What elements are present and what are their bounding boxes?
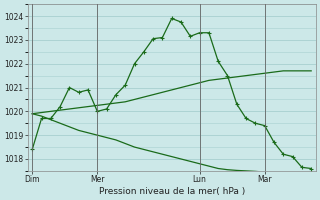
X-axis label: Pression niveau de la mer( hPa ): Pression niveau de la mer( hPa )	[99, 187, 245, 196]
